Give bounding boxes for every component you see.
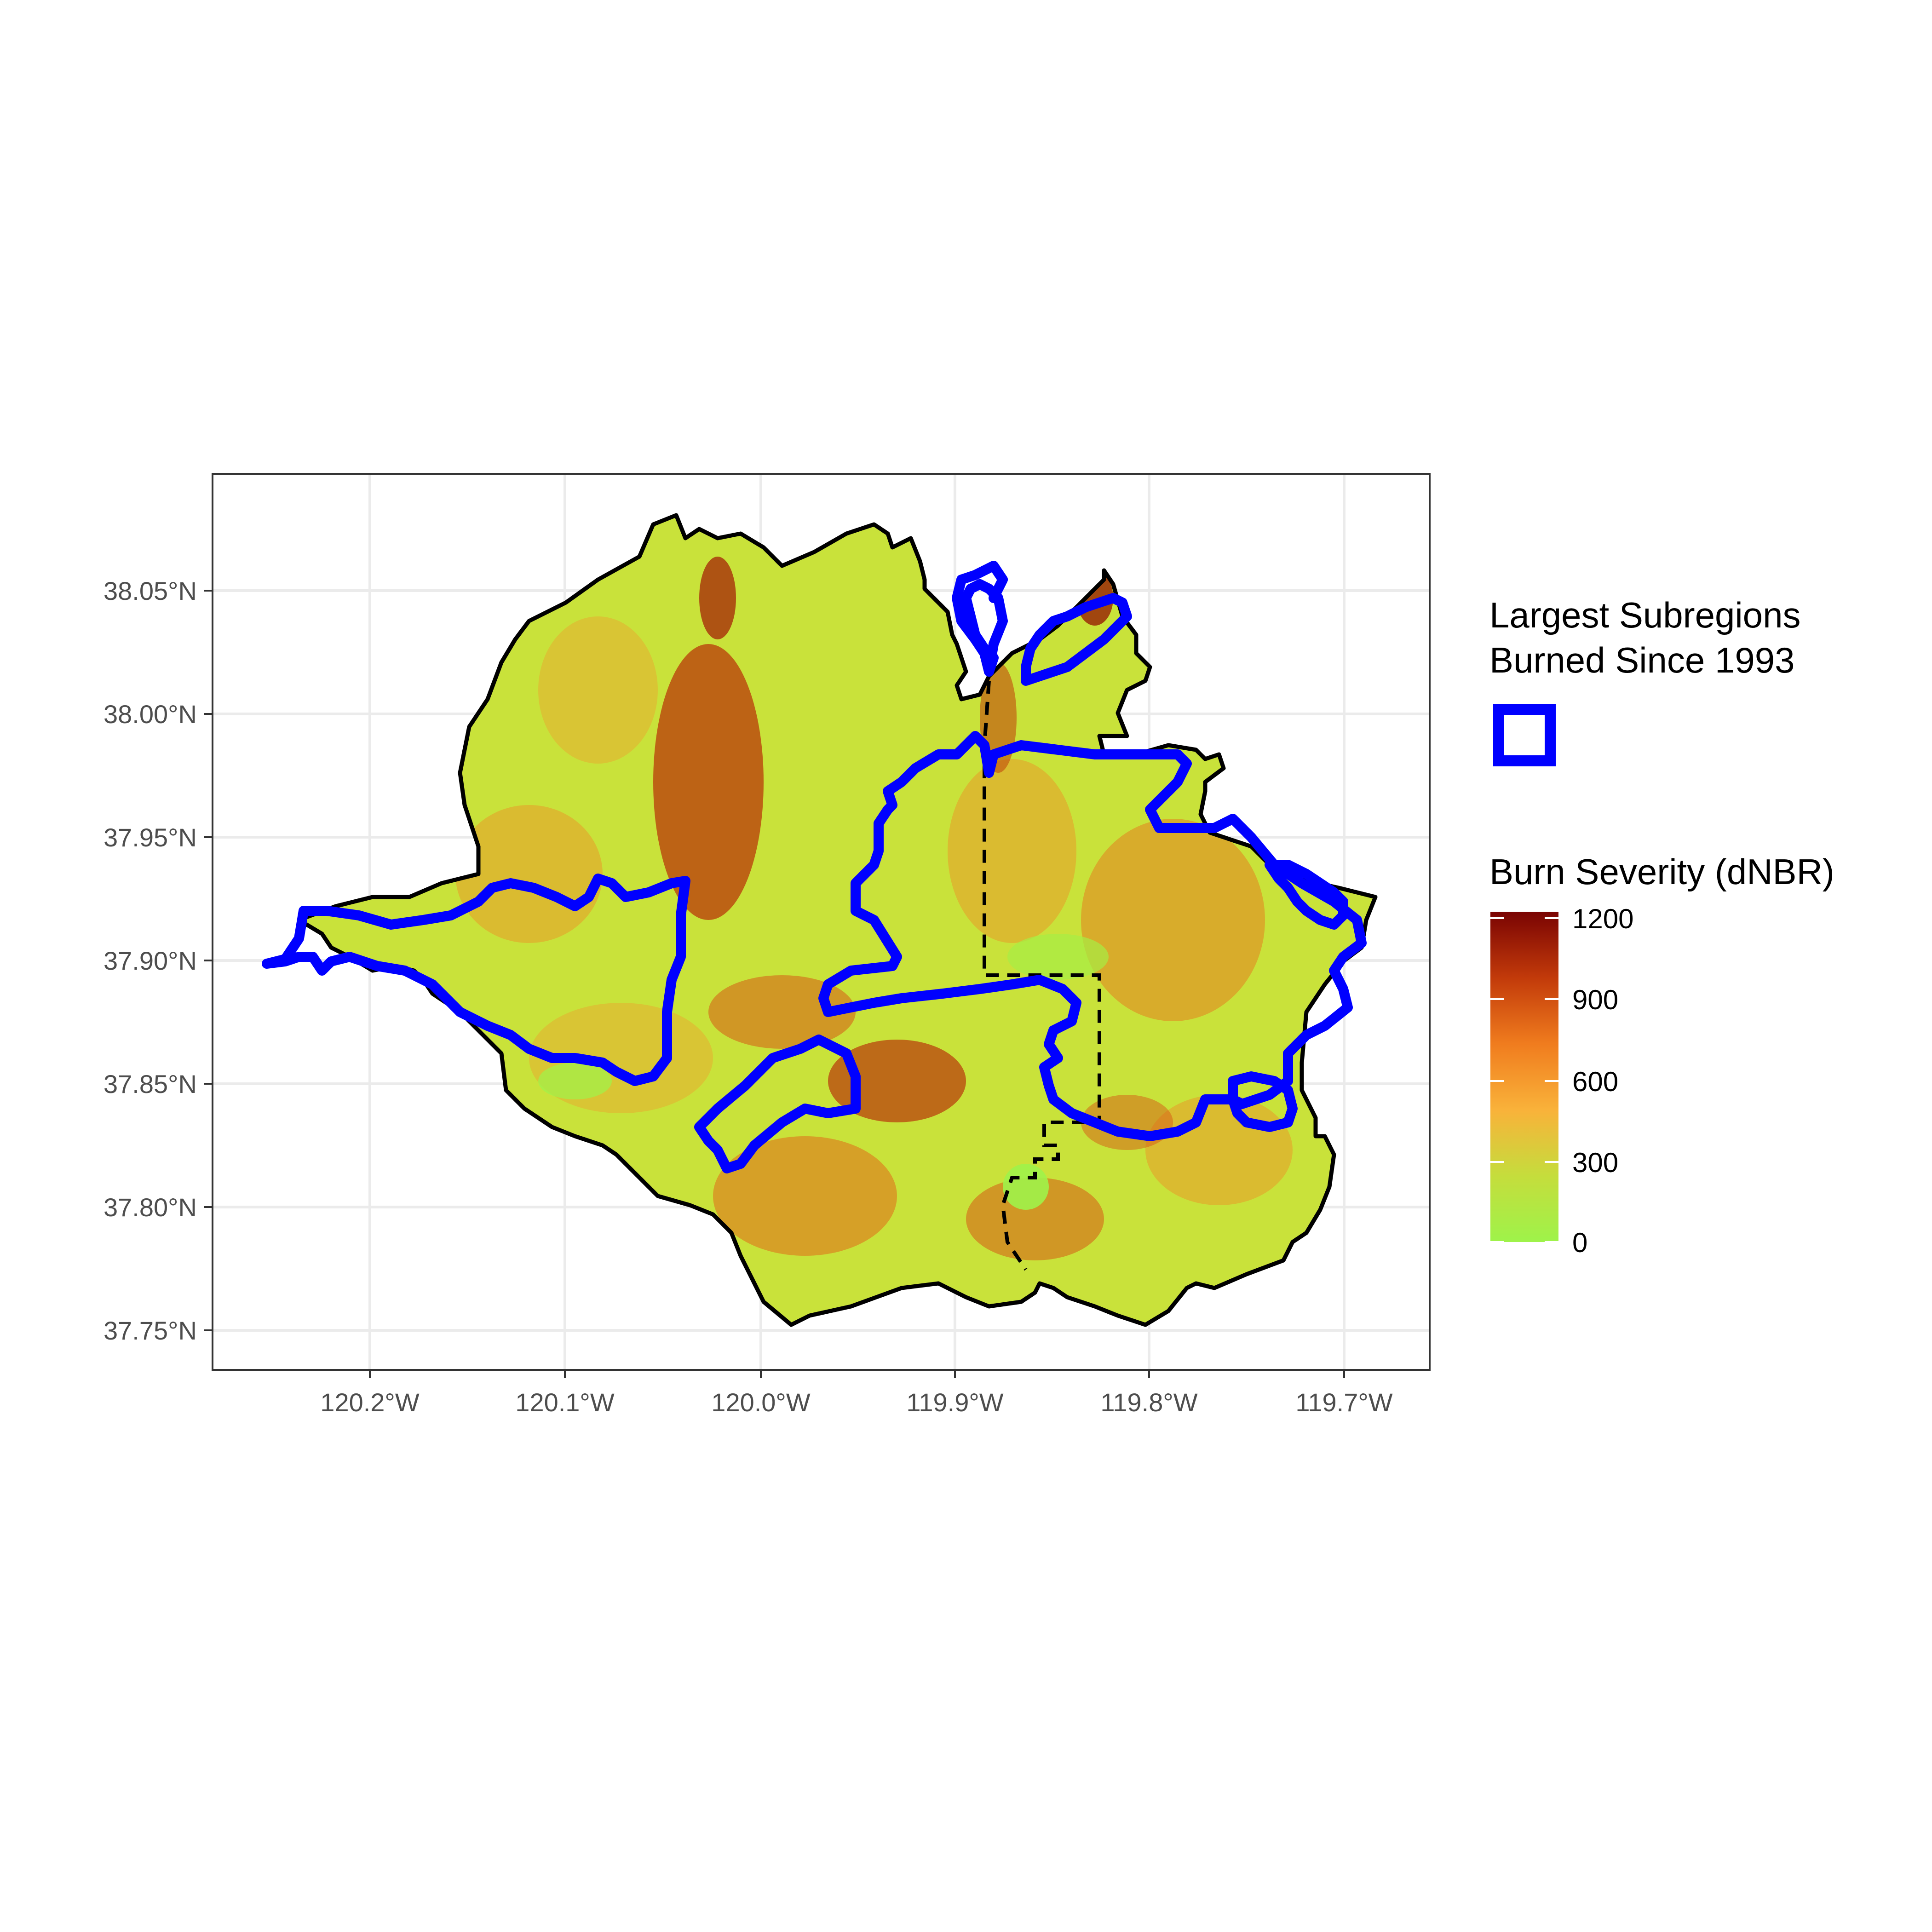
subregion-central — [694, 1035, 861, 1173]
subregions-burned-since-1993 — [262, 561, 1367, 1173]
severity-label: 0 — [1572, 1227, 1587, 1258]
legend-subregions-title-line1: Largest Subregions — [1489, 595, 1800, 635]
map-panel-border — [212, 473, 1431, 1371]
y-tick-label: 37.90°N — [104, 946, 197, 975]
severity-label: 900 — [1572, 984, 1618, 1015]
x-tick-label: 120.0°W — [711, 1388, 811, 1417]
subregion-west — [262, 874, 690, 1086]
moderate-severity-patch — [1081, 819, 1265, 1021]
high-severity-patch — [828, 1040, 966, 1122]
moderate-severity-patch — [455, 805, 603, 943]
high-severity-patch — [699, 557, 736, 639]
legend-burn-severity: Burn Severity (dNBR) 1200 900 600 300 0 — [1489, 851, 1834, 1258]
x-tick-label: 119.7°W — [1295, 1388, 1392, 1417]
x-tick-label: 119.9°W — [906, 1388, 1003, 1417]
subregion-northeast — [1021, 593, 1132, 686]
moderate-severity-patch — [708, 975, 856, 1049]
subregion-east — [818, 731, 1367, 1141]
severity-label: 300 — [1572, 1147, 1618, 1178]
y-tick-label: 37.95°N — [104, 823, 197, 852]
subregion-east-lobe — [1228, 1071, 1298, 1132]
moderate-severity-patch — [948, 759, 1076, 943]
legend-subregions: Largest Subregions Burned Since 1993 — [1489, 595, 1800, 766]
legend-subregion-key — [1493, 704, 1556, 766]
severity-colorbar — [1490, 912, 1558, 1242]
low-severity-patch — [538, 616, 658, 764]
y-tick-label: 38.05°N — [104, 576, 197, 605]
moderate-severity-patch — [713, 1136, 897, 1256]
subregion-north-arm-outline — [952, 561, 1008, 677]
x-tick-label: 120.1°W — [515, 1388, 615, 1417]
unburned-patch — [1007, 934, 1109, 980]
high-severity-patch — [653, 644, 764, 920]
x-tick-label: 119.8°W — [1100, 1388, 1197, 1417]
fire-perimeter-outline — [297, 513, 1378, 1327]
legend-severity-title: Burn Severity (dNBR) — [1489, 851, 1834, 892]
severity-label: 1200 — [1572, 903, 1633, 934]
subregion-far-east — [1265, 860, 1348, 930]
y-tick-label: 37.80°N — [104, 1193, 197, 1222]
y-tick-label: 37.85°N — [104, 1070, 197, 1098]
axis-ticks — [204, 590, 1345, 1378]
y-tick-label: 38.00°N — [104, 700, 197, 729]
unburned-patch — [538, 1063, 612, 1099]
unburned-patch — [1003, 1164, 1049, 1210]
x-tick-label: 120.2°W — [320, 1388, 420, 1417]
severity-label: 600 — [1572, 1066, 1618, 1097]
y-tick-label: 37.75°N — [104, 1316, 197, 1345]
moderate-severity-patch — [966, 1178, 1104, 1260]
dashed-boundary — [983, 680, 1101, 1271]
legend-subregions-title-line2: Burned Since 1993 — [1489, 640, 1795, 680]
